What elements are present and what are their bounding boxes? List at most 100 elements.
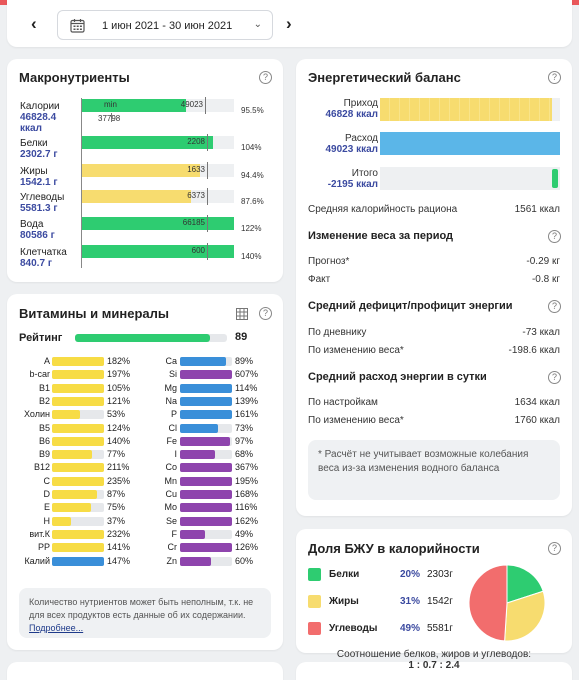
rating-bar bbox=[75, 334, 227, 342]
vitamin-percent: 141% bbox=[107, 542, 131, 552]
vitamin-bar-track bbox=[52, 530, 104, 539]
energy-title: Энергетический баланс bbox=[308, 70, 461, 85]
vitamin-percent: 168% bbox=[235, 489, 259, 499]
vitamin-bar-track bbox=[180, 437, 232, 446]
vitamin-bar-fill bbox=[52, 370, 104, 379]
vitamin-percent: 53% bbox=[107, 409, 126, 419]
vitamin-percent: 235% bbox=[107, 476, 131, 486]
vitamin-bar-track bbox=[180, 463, 232, 472]
macro-percent: 122% bbox=[241, 224, 262, 233]
chevron-down-icon: ⌄ bbox=[253, 19, 262, 30]
vitamins-card: Витамины и минералы ? Рейтинг 89 Количес… bbox=[7, 294, 283, 650]
avg-calorie-label: Средняя калорийность рациона bbox=[308, 204, 458, 215]
help-icon[interactable]: ? bbox=[548, 542, 561, 555]
vitamin-bar-track bbox=[52, 437, 104, 446]
energy-note: * Расчёт не учитывает возможные колебани… bbox=[308, 440, 560, 500]
vitamin-bar-fill bbox=[52, 397, 104, 406]
vitamin-name: Калий bbox=[24, 556, 50, 566]
next-period-button[interactable]: › bbox=[286, 14, 292, 33]
vitamin-name: F bbox=[171, 529, 178, 539]
macro-extra-tick bbox=[111, 113, 112, 122]
vitamin-percent: 139% bbox=[235, 396, 259, 406]
vitamin-bar-track bbox=[180, 557, 232, 566]
vitamin-bar-fill bbox=[180, 490, 232, 499]
vitamin-bar-track bbox=[52, 463, 104, 472]
vitamin-bar-fill bbox=[52, 557, 104, 566]
help-icon[interactable]: ? bbox=[548, 371, 561, 384]
vitamin-name: A bbox=[43, 356, 50, 366]
vitamin-percent: 114% bbox=[235, 383, 258, 393]
macro-percent: 140% bbox=[241, 252, 262, 261]
vitamin-percent: 75% bbox=[107, 502, 126, 512]
vitamin-name: Zn bbox=[166, 556, 177, 566]
help-icon[interactable]: ? bbox=[548, 300, 561, 313]
vitamin-bar-fill bbox=[52, 543, 104, 552]
outcome-bar-fill bbox=[380, 132, 560, 155]
vitamin-bar-track bbox=[52, 424, 104, 433]
macro-axis-line bbox=[81, 98, 82, 268]
macro-label-3: Углеводы 5581.3 г bbox=[20, 192, 64, 214]
help-icon[interactable]: ? bbox=[548, 71, 561, 84]
vitamin-bar-fill bbox=[180, 477, 232, 486]
vitamin-bar-track bbox=[180, 424, 232, 433]
macro-unit: ккал bbox=[20, 123, 42, 134]
by-weight-value: -198.6 ккал bbox=[508, 345, 561, 356]
rating-value: 89 bbox=[235, 331, 248, 343]
macro-amount: 2302.7 bbox=[20, 149, 51, 160]
macro-bar-fill bbox=[82, 164, 200, 177]
by-weight2-label: По изменению веса* bbox=[308, 415, 404, 426]
rating-label: Рейтинг bbox=[19, 332, 63, 344]
vitamin-bar-fill bbox=[180, 397, 232, 406]
bju-legend-name: Жиры bbox=[329, 596, 359, 607]
bju-legend-color bbox=[308, 568, 321, 581]
vitamin-bar-track bbox=[180, 370, 232, 379]
vitamin-bar-track bbox=[180, 517, 232, 526]
vitamin-name: B12 bbox=[33, 462, 50, 472]
vitamin-bar-fill bbox=[180, 424, 218, 433]
macro-unit: г bbox=[50, 230, 55, 241]
vitamin-bar-fill bbox=[180, 543, 232, 552]
vitamin-name: B5 bbox=[38, 423, 50, 433]
vitamin-bar-fill bbox=[52, 503, 91, 512]
vitamin-percent: 124% bbox=[107, 423, 131, 433]
bju-legend-name: Углеводы bbox=[329, 623, 378, 634]
rating-bar-fill bbox=[75, 334, 210, 342]
vitamin-percent: 121% bbox=[107, 396, 131, 406]
vitamin-bar-track bbox=[52, 503, 104, 512]
table-view-icon[interactable] bbox=[236, 307, 248, 325]
bju-pie-slice bbox=[506, 564, 544, 604]
date-range-picker[interactable]: 1 июн 2021 - 30 июн 2021 ⌄ bbox=[57, 10, 273, 40]
macro-norm-tick bbox=[207, 134, 208, 151]
fact-label: Факт bbox=[308, 274, 331, 285]
macro-norm-value: 1633 bbox=[187, 165, 205, 174]
by-settings-label: По настройкам bbox=[308, 397, 378, 408]
vitamin-bar-fill bbox=[180, 370, 232, 379]
help-icon[interactable]: ? bbox=[548, 230, 561, 243]
more-link[interactable]: Подробнее... bbox=[29, 623, 84, 633]
macro-name: Углеводы bbox=[20, 192, 65, 203]
bju-legend-percent: 20% bbox=[400, 569, 421, 580]
help-icon[interactable]: ? bbox=[259, 307, 272, 320]
help-icon[interactable]: ? bbox=[259, 71, 272, 84]
vitamin-bar-track bbox=[180, 530, 232, 539]
income-bar bbox=[380, 98, 560, 121]
vitamin-bar-track bbox=[180, 384, 232, 393]
macro-percent: 94.4% bbox=[241, 171, 264, 180]
vitamin-percent: 140% bbox=[107, 436, 131, 446]
avg-calorie-value: 1561 ккал bbox=[514, 204, 560, 215]
vitamin-bar-track bbox=[52, 517, 104, 526]
macro-extra-value: 37798 bbox=[98, 114, 121, 123]
vitamin-name: PP bbox=[37, 542, 50, 552]
vitamin-name: I bbox=[174, 449, 177, 459]
total-bar bbox=[380, 167, 560, 190]
macro-bar-fill bbox=[82, 99, 186, 112]
prev-period-button[interactable]: ‹ bbox=[31, 14, 37, 33]
macro-label-2: Жиры 1542.1 г bbox=[20, 166, 58, 188]
vitamin-name: Si bbox=[168, 369, 177, 379]
ratio-label: Соотношение белков, жиров и углеводов: 1 … bbox=[336, 649, 532, 671]
vitamin-bar-fill bbox=[52, 477, 104, 486]
macro-percent: 87.6% bbox=[241, 197, 264, 206]
vitamin-percent: 49% bbox=[235, 529, 254, 539]
vitamin-percent: 87% bbox=[107, 489, 126, 499]
vitamin-bar-fill bbox=[180, 530, 205, 539]
